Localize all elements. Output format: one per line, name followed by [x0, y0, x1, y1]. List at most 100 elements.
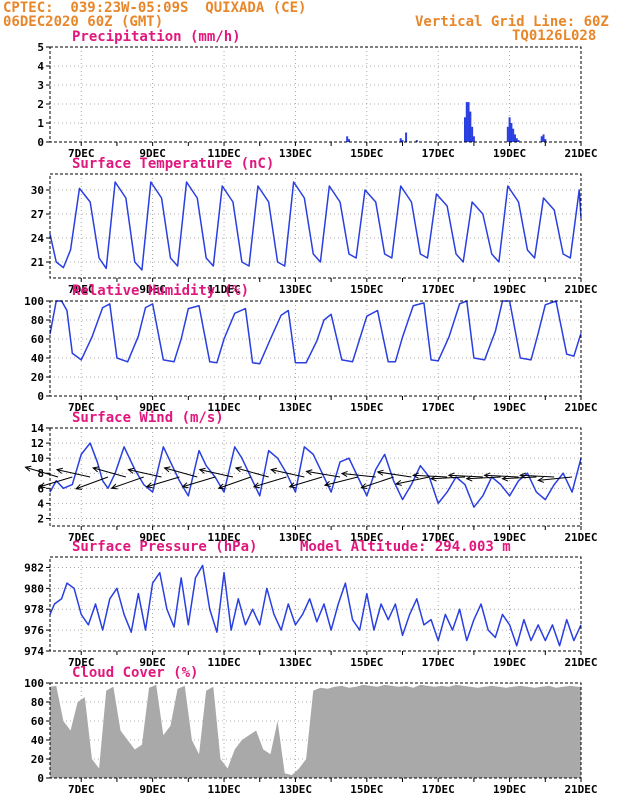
- y-tick-label: 40: [31, 352, 44, 365]
- wind-vector: [253, 476, 287, 488]
- x-tick-label: 11DEC: [207, 283, 240, 296]
- wind-vector-head: [340, 470, 348, 478]
- y-tick-label: 2: [37, 512, 44, 525]
- wind-vector-head: [234, 466, 242, 473]
- y-tick-label: 5: [37, 41, 44, 54]
- precip-bar: [472, 136, 475, 142]
- y-tick-label: 976: [24, 624, 44, 637]
- header-station: CPTEC: 039:23W-05:09S QUIXADA (CE): [3, 0, 307, 16]
- precip-bar: [512, 128, 515, 142]
- y-tick-label: 6: [37, 482, 44, 495]
- x-tick-label: 11DEC: [207, 783, 240, 796]
- wind-vector: [502, 476, 537, 480]
- y-tick-label: 982: [24, 561, 44, 574]
- y-tick-label: 0: [37, 390, 44, 403]
- panel-title-3: Surface Wind (m/s): [72, 410, 224, 426]
- wind-vector-head: [252, 482, 260, 489]
- wind-vector: [289, 476, 323, 488]
- panel-frame: [49, 427, 582, 527]
- panel-title-4: Surface Pressure (hPa): [72, 539, 257, 555]
- y-tick-label: 24: [31, 232, 45, 245]
- y-tick-label: 27: [31, 208, 44, 221]
- wind-vector-head: [145, 482, 153, 489]
- precip-bar: [347, 139, 350, 142]
- wind-vector-head: [163, 466, 171, 473]
- series-line-3: [49, 442, 582, 508]
- wind-vector: [25, 466, 59, 478]
- x-tick-label: 11DEC: [207, 147, 240, 160]
- x-tick-label: 11DEC: [207, 401, 240, 414]
- precip-bar: [465, 102, 468, 142]
- x-tick-label: 7DEC: [68, 783, 95, 796]
- y-tick-label: 100: [24, 677, 44, 690]
- x-tick-label: 13DEC: [279, 656, 312, 669]
- x-tick-label: 15DEC: [350, 656, 383, 669]
- x-tick-label: 17DEC: [422, 783, 455, 796]
- wind-vector-head: [394, 479, 402, 486]
- precip-bar: [399, 138, 402, 142]
- x-tick-label: 15DEC: [350, 283, 383, 296]
- x-tick-label: 17DEC: [422, 656, 455, 669]
- wind-vector-head: [217, 483, 225, 490]
- y-tick-label: 60: [31, 715, 44, 728]
- wind-vector: [164, 467, 198, 478]
- x-tick-label: 15DEC: [350, 783, 383, 796]
- x-tick-label: 15DEC: [350, 531, 383, 544]
- panel-frame: [49, 682, 582, 779]
- precip-bar: [510, 123, 513, 142]
- wind-vector-head: [412, 472, 419, 479]
- wind-vector-head: [519, 472, 526, 479]
- precip-bar: [415, 140, 418, 142]
- panel-frame: [49, 556, 582, 652]
- precip-bar: [540, 136, 543, 142]
- wind-vector-head: [465, 475, 473, 482]
- panel-title-0: Precipitation (mm/h): [72, 29, 241, 45]
- x-tick-label: 15DEC: [350, 147, 383, 160]
- wind-vector-head: [323, 481, 331, 487]
- precip-bar: [513, 134, 516, 142]
- y-tick-label: 100: [24, 295, 44, 308]
- x-tick-label: 19DEC: [493, 531, 526, 544]
- wind-vector: [199, 469, 234, 478]
- wind-vector-head: [501, 475, 509, 482]
- precip-bar: [469, 111, 472, 142]
- y-tick-label: 14: [31, 422, 45, 435]
- cloud-cover-area: [50, 684, 581, 778]
- wind-vector-head: [198, 467, 206, 474]
- wind-vector-head: [91, 466, 100, 473]
- precip-bar: [471, 126, 474, 142]
- panel-frame: [49, 173, 582, 279]
- x-tick-label: 21DEC: [564, 147, 597, 160]
- x-tick-label: 21DEC: [564, 531, 597, 544]
- precip-bar: [544, 139, 547, 142]
- y-tick-label: 60: [31, 333, 44, 346]
- header-grid-note: Vertical Grid Line: 60Z: [415, 14, 609, 30]
- x-tick-label: 7DEC: [68, 531, 95, 544]
- wind-vector: [395, 476, 430, 485]
- x-tick-label: 7DEC: [68, 147, 95, 160]
- wind-vector: [75, 476, 109, 490]
- wind-vector: [484, 474, 519, 478]
- wind-vector-head: [305, 469, 313, 476]
- wind-vector-head: [38, 482, 46, 489]
- y-tick-label: 80: [31, 314, 44, 327]
- wind-vector-head: [24, 465, 32, 472]
- y-tick-label: 4: [37, 60, 44, 73]
- x-tick-label: 21DEC: [564, 283, 597, 296]
- x-tick-label: 13DEC: [279, 147, 312, 160]
- wind-vector-head: [447, 472, 455, 479]
- series-line-1: [49, 181, 582, 271]
- y-tick-label: 20: [31, 371, 44, 384]
- x-tick-label: 13DEC: [279, 283, 312, 296]
- y-tick-label: 30: [31, 184, 44, 197]
- panel-frame: [49, 300, 582, 397]
- precip-bar: [401, 140, 404, 142]
- wind-vector: [431, 476, 466, 480]
- x-tick-label: 11DEC: [207, 656, 240, 669]
- x-tick-label: 21DEC: [564, 656, 597, 669]
- wind-vector: [39, 476, 73, 488]
- panel-annotation-4: Model Altitude: 294.003 m: [300, 539, 511, 555]
- x-tick-label: 9DEC: [139, 147, 166, 160]
- x-tick-label: 7DEC: [68, 656, 95, 669]
